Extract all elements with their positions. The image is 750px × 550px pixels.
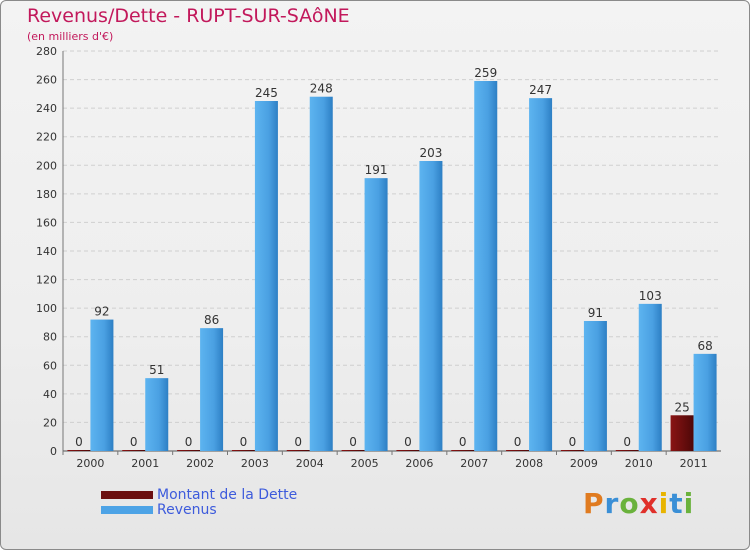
bar-dette-2005	[341, 450, 365, 451]
legend-item-revenus: Revenus	[101, 502, 217, 518]
y-tick-label-0: 0	[50, 445, 57, 458]
bar-revenus-2001	[145, 378, 169, 451]
logo-letter: r	[604, 487, 620, 520]
y-tick-label-80: 80	[43, 331, 57, 344]
data-label-dette-2002: 0	[185, 435, 193, 449]
legend-label-dette: Montant de la Dette	[157, 487, 298, 503]
data-label-dette-2011: 25	[674, 400, 689, 414]
bar-dette-2008	[506, 450, 530, 451]
logo-letter: o	[619, 487, 640, 520]
data-label-revenus-2003: 245	[255, 86, 278, 100]
bar-dette-2004	[286, 450, 310, 451]
logo-letter: P	[583, 487, 605, 520]
bar-dette-2000	[67, 450, 91, 451]
logo-letter: i	[683, 487, 695, 520]
legend-swatch-revenus	[101, 506, 153, 514]
data-label-dette-2000: 0	[75, 435, 83, 449]
data-label-revenus-2008: 247	[529, 83, 552, 97]
bar-revenus-2009	[583, 321, 607, 451]
y-tick-label-100: 100	[36, 302, 57, 315]
proxiti-logo: Proxiti	[583, 487, 694, 520]
bar-revenus-2007	[474, 81, 498, 451]
logo-letter: t	[669, 487, 684, 520]
bar-dette-2003	[231, 450, 255, 451]
data-label-revenus-2004: 248	[310, 82, 333, 96]
legend-item-dette: Montant de la Dette	[101, 487, 298, 503]
bar-dette-2009	[560, 450, 584, 451]
y-tick-label-280: 280	[36, 45, 57, 58]
x-tick-label-2004: 2004	[296, 457, 324, 470]
data-label-dette-2010: 0	[623, 435, 631, 449]
bar-dette-2011	[670, 415, 694, 451]
logo-letter: x	[639, 487, 659, 520]
y-tick-label-160: 160	[36, 216, 57, 229]
logo-letter: i	[658, 487, 670, 520]
bar-revenus-2002	[200, 328, 224, 451]
data-label-revenus-2011: 68	[697, 339, 712, 353]
bar-revenus-2005	[364, 178, 388, 451]
bar-revenus-2000	[90, 319, 114, 451]
bar-dette-2002	[177, 450, 201, 451]
y-tick-label-180: 180	[36, 188, 57, 201]
data-label-dette-2009: 0	[569, 435, 577, 449]
data-label-dette-2007: 0	[459, 435, 467, 449]
x-tick-label-2007: 2007	[460, 457, 488, 470]
bar-revenus-2003	[254, 101, 278, 451]
y-tick-label-140: 140	[36, 245, 57, 258]
data-label-revenus-2009: 91	[588, 306, 603, 320]
x-tick-label-2008: 2008	[515, 457, 543, 470]
bar-dette-2001	[122, 450, 146, 451]
x-tick-label-2001: 2001	[131, 457, 159, 470]
x-tick-label-2000: 2000	[76, 457, 104, 470]
legend-label-revenus: Revenus	[157, 502, 217, 518]
x-tick-label-2005: 2005	[351, 457, 379, 470]
chart-subtitle: (en milliers d'€)	[27, 30, 114, 43]
legend-swatch-dette	[101, 491, 153, 499]
data-label-dette-2005: 0	[349, 435, 357, 449]
bar-dette-2006	[396, 450, 420, 451]
bar-revenus-2011	[693, 353, 717, 451]
y-tick-label-40: 40	[43, 388, 57, 401]
y-tick-label-240: 240	[36, 102, 57, 115]
bar-revenus-2008	[529, 98, 553, 452]
y-tick-label-200: 200	[36, 159, 57, 172]
x-tick-label-2010: 2010	[625, 457, 653, 470]
x-tick-label-2011: 2011	[680, 457, 708, 470]
data-label-dette-2001: 0	[130, 435, 138, 449]
data-label-dette-2003: 0	[240, 435, 248, 449]
y-tick-label-60: 60	[43, 359, 57, 372]
y-tick-label-260: 260	[36, 74, 57, 87]
data-label-revenus-2005: 191	[365, 163, 388, 177]
x-tick-label-2006: 2006	[405, 457, 433, 470]
bar-revenus-2006	[419, 161, 443, 451]
data-label-revenus-2000: 92	[94, 305, 109, 319]
bar-dette-2010	[615, 450, 639, 451]
data-label-revenus-2001: 51	[149, 363, 164, 377]
bar-revenus-2010	[638, 303, 662, 451]
bar-revenus-2004	[309, 96, 333, 451]
data-label-dette-2004: 0	[294, 435, 302, 449]
data-label-dette-2008: 0	[514, 435, 522, 449]
x-tick-label-2003: 2003	[241, 457, 269, 470]
data-label-dette-2006: 0	[404, 435, 412, 449]
bar-dette-2007	[451, 450, 475, 451]
y-tick-label-220: 220	[36, 131, 57, 144]
chart-title: Revenus/Dette - RUPT-SUR-SAôNE	[27, 5, 350, 27]
data-label-revenus-2010: 103	[639, 289, 662, 303]
y-tick-label-20: 20	[43, 416, 57, 429]
data-label-revenus-2006: 203	[419, 146, 442, 160]
y-tick-label-120: 120	[36, 274, 57, 287]
data-label-revenus-2007: 259	[474, 66, 497, 80]
x-tick-label-2009: 2009	[570, 457, 598, 470]
data-label-revenus-2002: 86	[204, 313, 219, 327]
x-tick-label-2002: 2002	[186, 457, 214, 470]
